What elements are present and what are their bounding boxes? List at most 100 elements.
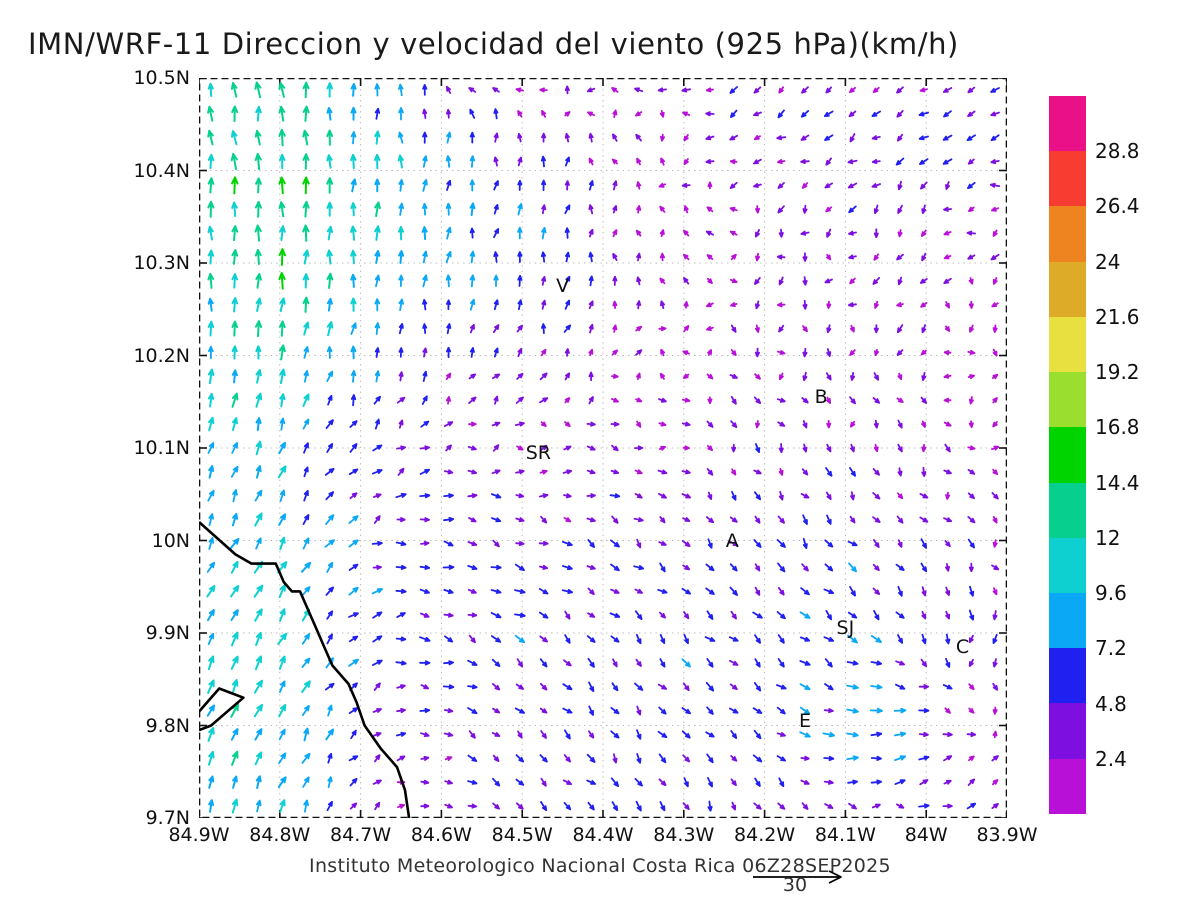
wind-vector — [657, 730, 668, 738]
wind-vector — [776, 732, 786, 737]
wind-vector — [659, 205, 666, 213]
wind-vector — [517, 730, 523, 739]
wind-vector — [445, 202, 452, 216]
wind-vector — [253, 679, 263, 694]
wind-vector — [302, 273, 310, 289]
wind-vector — [849, 467, 856, 477]
wind-vector — [279, 393, 286, 408]
wind-vector — [515, 493, 525, 499]
wind-vector — [610, 588, 620, 594]
wind-vector — [636, 729, 642, 740]
wind-vector — [303, 466, 309, 478]
wind-vector — [681, 421, 691, 427]
wind-vector — [754, 135, 761, 141]
wind-vector — [445, 155, 452, 168]
wind-vector — [869, 707, 883, 714]
wind-vector — [801, 563, 809, 572]
wind-vector — [514, 612, 526, 618]
wind-vector — [800, 159, 810, 164]
wind-vector — [325, 728, 335, 741]
wind-vector — [706, 206, 714, 213]
wind-vector — [563, 324, 572, 333]
wind-vector — [232, 775, 238, 789]
wind-vector — [681, 182, 691, 188]
wind-vector — [422, 179, 428, 192]
wind-vector — [849, 324, 855, 333]
wind-vector — [752, 611, 763, 619]
wind-vector — [490, 612, 502, 619]
wind-vector — [705, 87, 714, 93]
wind-vector — [420, 755, 430, 761]
wind-vector — [303, 799, 309, 813]
wind-vector — [419, 445, 430, 451]
wind-vector — [325, 586, 334, 596]
wind-vector — [776, 397, 786, 403]
wind-vector — [730, 420, 738, 428]
wind-vector — [539, 707, 548, 714]
wind-vector — [992, 468, 998, 476]
wind-vector — [372, 611, 383, 619]
wind-vector — [231, 442, 238, 454]
wind-vector — [326, 561, 334, 573]
wind-vector — [445, 85, 452, 94]
wind-vector — [207, 154, 215, 170]
wind-vector — [493, 180, 499, 191]
wind-vector — [967, 492, 975, 500]
wind-vector — [634, 87, 644, 93]
wind-vector — [659, 634, 666, 644]
wind-vector — [420, 420, 430, 428]
wind-vector — [824, 134, 834, 141]
wind-vector — [588, 251, 594, 263]
wind-vector — [564, 204, 571, 215]
wind-vector — [897, 419, 903, 429]
wind-vector — [611, 349, 619, 356]
wind-vector — [706, 444, 713, 452]
colorbar-tick-21.6: 21.6 — [1095, 304, 1140, 329]
colorbar-tick-2.4: 2.4 — [1095, 746, 1127, 771]
wind-vector — [302, 514, 310, 526]
wind-vector — [279, 608, 286, 622]
wind-vector — [896, 302, 904, 308]
wind-vector — [326, 272, 334, 289]
wind-vector — [776, 706, 786, 715]
wind-vector — [278, 272, 286, 290]
wind-vector — [942, 684, 953, 690]
wind-vector-plot: V B SR A SJ C E — [199, 78, 1007, 818]
wind-vector — [942, 731, 953, 737]
wind-vector — [799, 611, 811, 619]
wind-vector — [564, 348, 570, 357]
wind-vector — [636, 538, 642, 549]
wind-vector — [374, 130, 381, 145]
wind-vector — [326, 443, 334, 453]
wind-vector — [492, 802, 500, 810]
wind-vector — [348, 755, 359, 762]
wind-vector — [301, 586, 311, 597]
wind-vector — [729, 181, 738, 189]
x-tick-84.5W: 84.5W — [491, 824, 553, 846]
wind-vector — [968, 658, 974, 667]
wind-vector — [897, 229, 903, 238]
wind-vector — [870, 635, 882, 643]
wind-vector — [897, 467, 903, 477]
wind-vector — [942, 803, 953, 809]
wind-vector — [754, 347, 760, 358]
reference-vector-label: 30 — [782, 874, 808, 896]
wind-vector — [515, 469, 525, 475]
wind-vector — [754, 586, 761, 596]
wind-vector — [921, 586, 927, 597]
wind-vector — [206, 704, 215, 717]
wind-vector — [943, 469, 952, 475]
wind-vector — [278, 513, 287, 526]
wind-vector — [254, 489, 263, 502]
wind-vector — [729, 707, 739, 714]
wind-vector — [231, 679, 239, 695]
wind-vector — [849, 86, 856, 94]
wind-vector — [967, 110, 976, 117]
wind-vector — [517, 203, 523, 216]
wind-vector — [207, 345, 214, 360]
wind-vector — [540, 155, 547, 168]
wind-vector — [491, 777, 501, 787]
wind-vector — [207, 200, 215, 218]
wind-vector — [278, 201, 286, 218]
wind-vector — [802, 299, 808, 310]
